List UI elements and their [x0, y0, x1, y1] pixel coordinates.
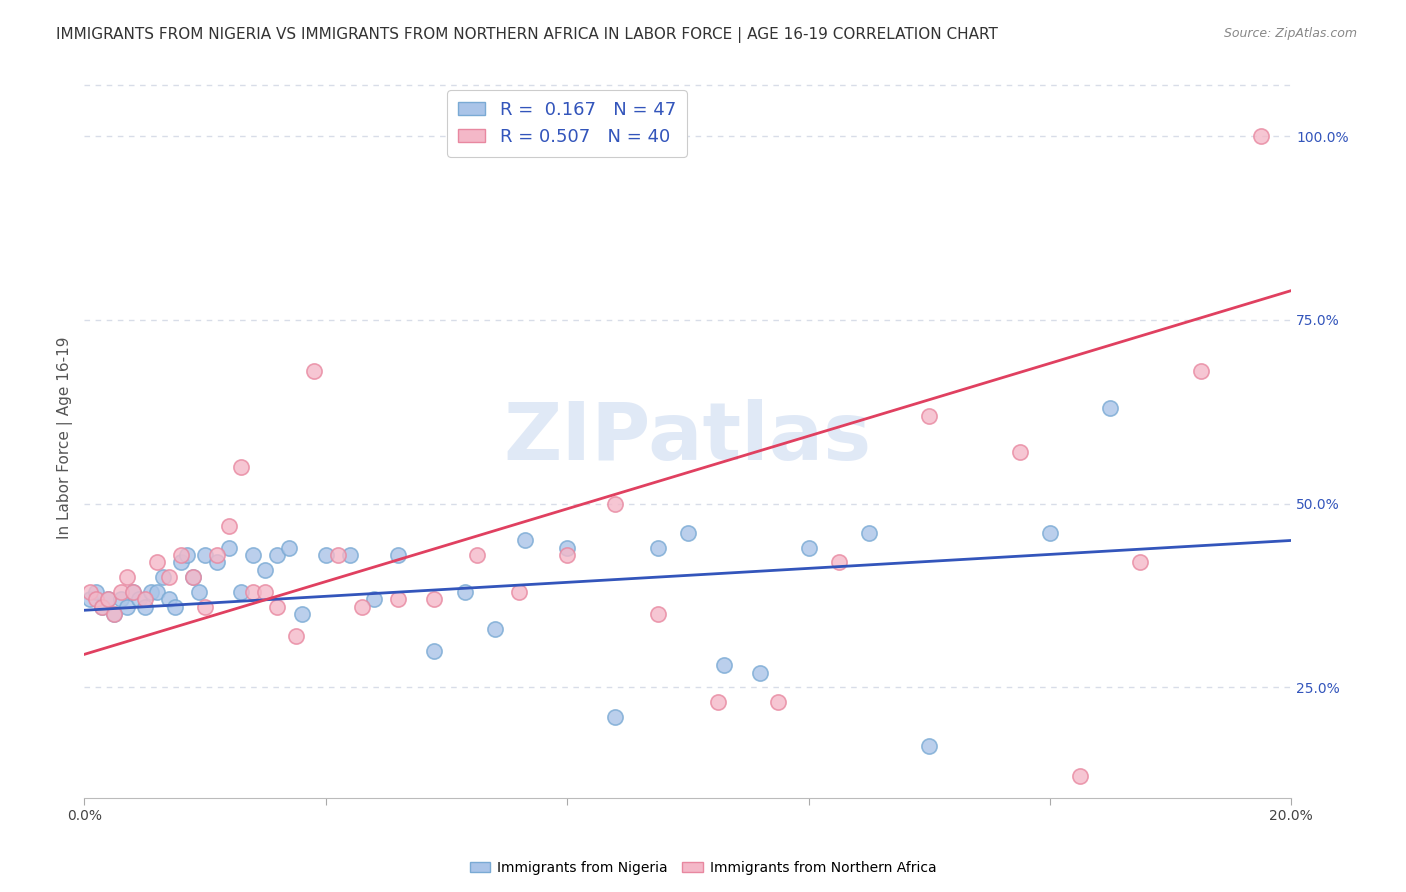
Point: [254, 563, 277, 577]
Point: [484, 622, 506, 636]
Point: [170, 548, 193, 562]
Point: [194, 599, 217, 614]
Point: [1069, 769, 1091, 783]
Point: [676, 526, 699, 541]
Legend: Immigrants from Nigeria, Immigrants from Northern Africa: Immigrants from Nigeria, Immigrants from…: [464, 855, 942, 880]
Point: [134, 592, 156, 607]
Point: [205, 548, 228, 562]
Point: [218, 541, 240, 555]
Point: [110, 585, 132, 599]
Text: Source: ZipAtlas.com: Source: ZipAtlas.com: [1223, 27, 1357, 40]
Point: [152, 570, 174, 584]
Point: [79, 592, 101, 607]
Legend: R =  0.167   N = 47, R = 0.507   N = 40: R = 0.167 N = 47, R = 0.507 N = 40: [447, 90, 686, 157]
Point: [103, 607, 125, 621]
Point: [115, 570, 138, 584]
Point: [121, 585, 143, 599]
Point: [423, 592, 446, 607]
Point: [128, 592, 150, 607]
Point: [508, 585, 530, 599]
Point: [103, 607, 125, 621]
Point: [387, 548, 409, 562]
Point: [97, 592, 120, 607]
Point: [110, 592, 132, 607]
Point: [134, 599, 156, 614]
Point: [339, 548, 361, 562]
Point: [713, 658, 735, 673]
Point: [97, 592, 120, 607]
Point: [163, 599, 186, 614]
Point: [139, 585, 162, 599]
Point: [465, 548, 488, 562]
Point: [1250, 129, 1272, 144]
Point: [188, 585, 211, 599]
Point: [797, 541, 820, 555]
Point: [707, 695, 730, 709]
Point: [749, 665, 772, 680]
Point: [266, 599, 288, 614]
Point: [423, 643, 446, 657]
Text: ZIPatlas: ZIPatlas: [503, 399, 872, 476]
Point: [145, 585, 167, 599]
Point: [1008, 445, 1031, 459]
Point: [157, 592, 180, 607]
Point: [181, 570, 204, 584]
Point: [218, 518, 240, 533]
Point: [768, 695, 790, 709]
Point: [1099, 401, 1122, 416]
Point: [86, 585, 108, 599]
Point: [858, 526, 880, 541]
Point: [605, 710, 627, 724]
Point: [918, 739, 941, 754]
Point: [1189, 364, 1212, 378]
Point: [242, 548, 264, 562]
Point: [91, 599, 114, 614]
Point: [605, 497, 627, 511]
Point: [918, 409, 941, 423]
Point: [157, 570, 180, 584]
Point: [194, 548, 217, 562]
Point: [453, 585, 475, 599]
Point: [1039, 526, 1062, 541]
Point: [302, 364, 325, 378]
Point: [387, 592, 409, 607]
Point: [176, 548, 198, 562]
Point: [145, 556, 167, 570]
Point: [115, 599, 138, 614]
Point: [513, 533, 536, 548]
Point: [647, 541, 669, 555]
Point: [284, 629, 307, 643]
Point: [79, 585, 101, 599]
Point: [315, 548, 337, 562]
Point: [363, 592, 385, 607]
Point: [205, 556, 228, 570]
Point: [278, 541, 301, 555]
Point: [555, 548, 578, 562]
Point: [170, 556, 193, 570]
Point: [266, 548, 288, 562]
Point: [1129, 556, 1152, 570]
Text: IMMIGRANTS FROM NIGERIA VS IMMIGRANTS FROM NORTHERN AFRICA IN LABOR FORCE | AGE : IMMIGRANTS FROM NIGERIA VS IMMIGRANTS FR…: [56, 27, 998, 43]
Point: [86, 592, 108, 607]
Point: [91, 599, 114, 614]
Point: [231, 585, 253, 599]
Point: [181, 570, 204, 584]
Point: [242, 585, 264, 599]
Point: [254, 585, 277, 599]
Point: [555, 541, 578, 555]
Point: [121, 585, 143, 599]
Y-axis label: In Labor Force | Age 16-19: In Labor Force | Age 16-19: [58, 336, 73, 539]
Point: [828, 556, 851, 570]
Point: [647, 607, 669, 621]
Point: [290, 607, 312, 621]
Point: [231, 459, 253, 474]
Point: [326, 548, 349, 562]
Point: [350, 599, 373, 614]
